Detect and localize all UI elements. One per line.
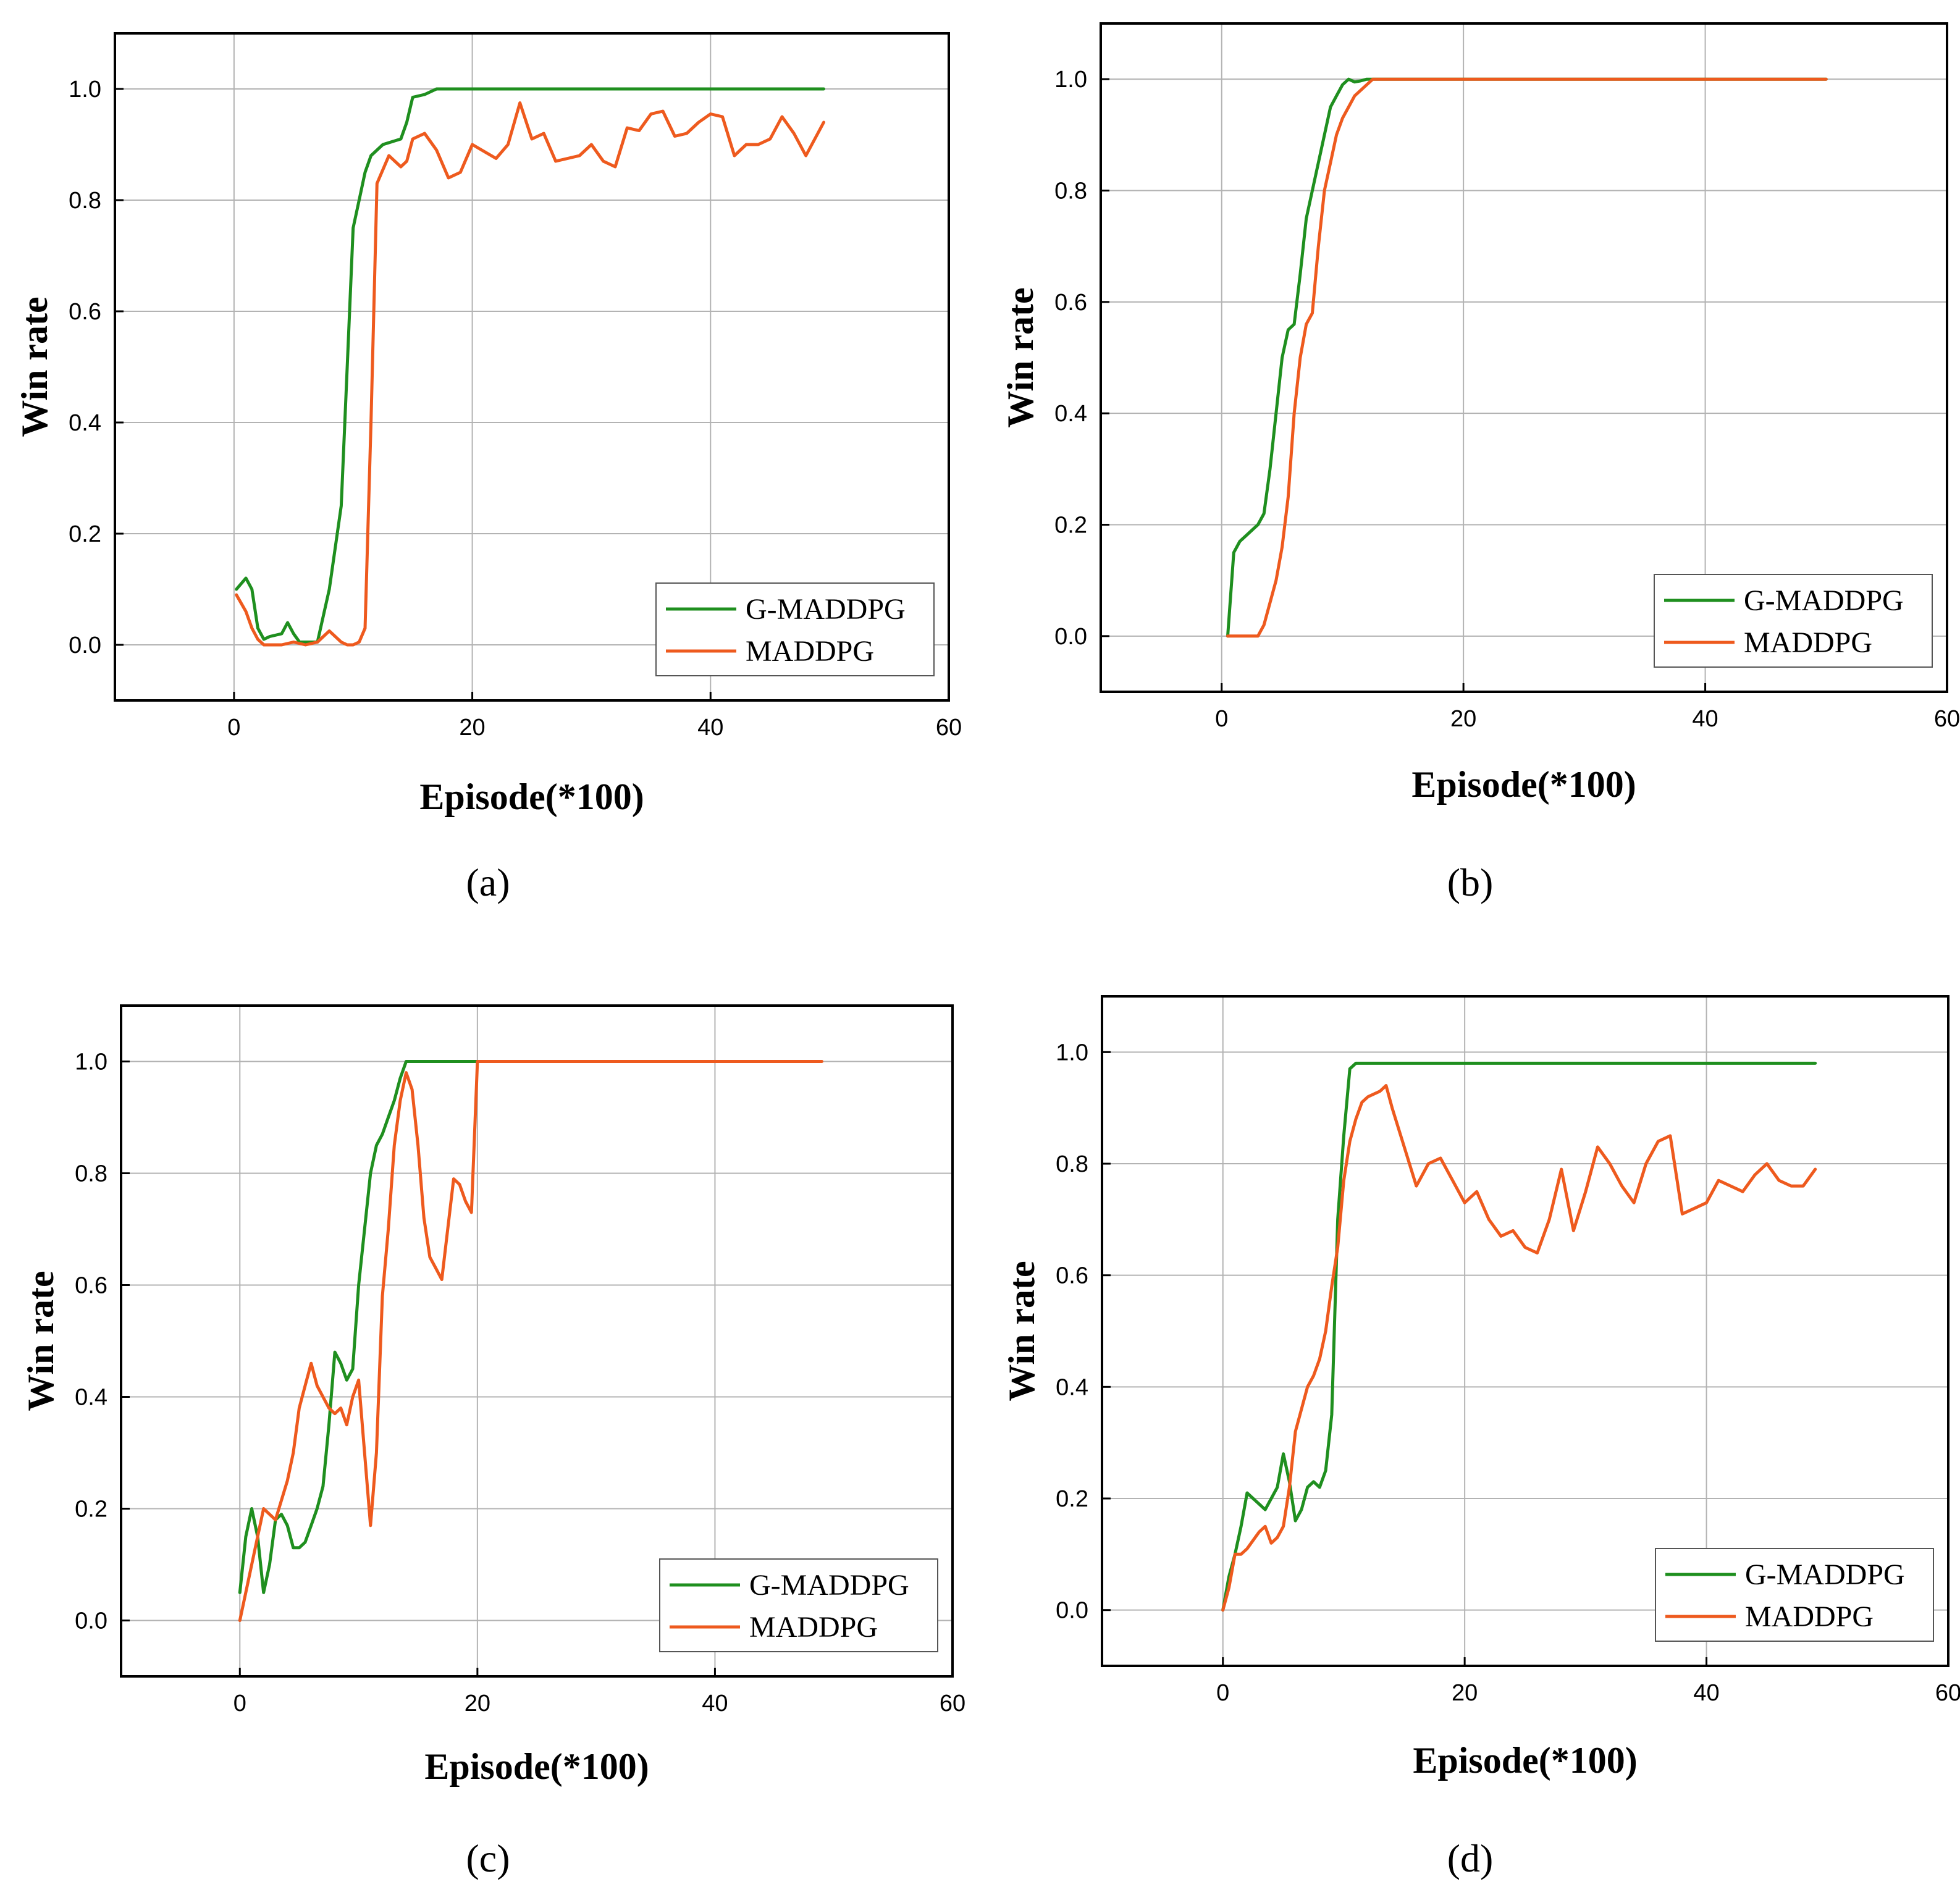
series-line-maddpg	[235, 101, 825, 647]
x-axis-title: Episode(*100)	[419, 776, 644, 817]
legend: G-MADDPG MADDPG	[655, 582, 935, 676]
y-tick-label: 1.0	[1056, 1040, 1088, 1065]
chart-panel-b: 0 20 40 60 0.0 0.2 0.4 0.6 0.8 1.0 Episode(*100) Wi…	[1000, 22, 1960, 904]
series-line-maddpg	[238, 1060, 823, 1622]
plot-frame	[114, 32, 950, 702]
legend-label-g-maddpg: G-MADDPG	[749, 1569, 909, 1602]
y-tick-label: 0.8	[75, 1161, 107, 1187]
legend-label-maddpg: MADDPG	[1745, 1600, 1874, 1633]
legend: G-MADDPG MADDPG	[1654, 574, 1933, 668]
y-tick-label: 0.6	[1056, 1263, 1088, 1289]
y-axis-title: Win rate	[20, 1271, 61, 1411]
chart-panel-a: 0 20 40 60 0.0 0.2 0.4 0.6 0.8 1.0 Episode(*100) Wi…	[14, 32, 962, 904]
legend-box	[1654, 574, 1933, 668]
legend-label-g-maddpg: G-MADDPG	[746, 593, 906, 626]
legend-box	[659, 1558, 938, 1652]
x-tick-label: 60	[936, 715, 962, 741]
x-tick-label: 0	[1216, 1680, 1229, 1706]
y-tick-label: 0.6	[69, 299, 101, 325]
x-tick-label: 40	[697, 715, 723, 741]
y-tick-label: 0.4	[1056, 1374, 1088, 1400]
legend: G-MADDPG MADDPG	[1655, 1548, 1934, 1642]
y-tick-label: 0.4	[1054, 401, 1087, 427]
y-tick-label: 0.8	[69, 188, 101, 214]
x-tick-label: 20	[465, 1691, 490, 1717]
x-tick-label: 20	[1450, 706, 1476, 732]
legend-label-maddpg: MADDPG	[749, 1611, 878, 1644]
y-axis-title: Win rate	[1000, 287, 1041, 427]
x-tick-label: 60	[1935, 1680, 1960, 1706]
y-axis-title: Win rate	[1001, 1261, 1042, 1401]
panel-caption: (b)	[1447, 860, 1494, 904]
y-tick-label: 0.6	[1054, 290, 1087, 316]
y-tick-label: 0.0	[69, 633, 101, 658]
plot-frame	[1100, 22, 1948, 693]
legend-box	[1655, 1548, 1934, 1642]
y-tick-label: 0.8	[1054, 179, 1087, 204]
x-axis-title: Episode(*100)	[1413, 1740, 1637, 1781]
y-tick-label: 0.2	[1054, 513, 1087, 539]
y-tick-label: 0.0	[1056, 1598, 1088, 1624]
x-tick-label: 40	[1692, 706, 1718, 732]
x-axis-title: Episode(*100)	[1411, 764, 1636, 805]
y-tick-label: 0.0	[1054, 624, 1087, 650]
y-tick-label: 0.0	[75, 1608, 107, 1634]
x-axis-title: Episode(*100)	[424, 1746, 649, 1787]
x-tick-label: 0	[1215, 706, 1228, 732]
y-tick-label: 0.4	[69, 410, 101, 436]
y-tick-label: 1.0	[75, 1049, 107, 1075]
plot-frame	[120, 1004, 954, 1678]
chart-panel-d: 0 20 40 60 0.0 0.2 0.4 0.6 0.8 1.0 Episode(*100) Wi…	[1001, 995, 1960, 1880]
legend: G-MADDPG MADDPG	[659, 1558, 938, 1652]
plot-frame	[1101, 995, 1949, 1667]
x-tick-label: 20	[459, 715, 485, 741]
legend-label-maddpg: MADDPG	[1744, 626, 1872, 659]
chart-panel-c: 0 20 40 60 0.0 0.2 0.4 0.6 0.8 1.0 Episode(*100) Wi…	[20, 1004, 965, 1880]
x-tick-label: 0	[233, 1691, 246, 1717]
series-line-maddpg	[1226, 77, 1828, 638]
x-tick-label: 0	[227, 715, 240, 741]
series-line-g-maddpg	[1226, 77, 1828, 638]
y-tick-label: 0.2	[1056, 1486, 1088, 1512]
series-line-maddpg	[1221, 1084, 1817, 1612]
panel-caption: (d)	[1447, 1836, 1494, 1880]
x-tick-label: 60	[940, 1691, 965, 1717]
x-tick-label: 60	[1934, 706, 1960, 732]
panel-caption: (c)	[466, 1836, 510, 1880]
series-line-g-maddpg	[235, 87, 825, 644]
panel-caption: (a)	[466, 860, 510, 904]
y-tick-label: 1.0	[69, 77, 101, 103]
legend-label-maddpg: MADDPG	[746, 635, 874, 668]
y-tick-label: 0.8	[1056, 1151, 1088, 1177]
x-tick-label: 40	[702, 1691, 728, 1717]
legend-label-g-maddpg: G-MADDPG	[1744, 584, 1904, 617]
y-tick-label: 0.2	[69, 521, 101, 547]
x-tick-label: 20	[1452, 1680, 1478, 1706]
y-tick-label: 0.6	[75, 1273, 107, 1299]
legend-box	[655, 582, 935, 676]
y-tick-label: 0.2	[75, 1497, 107, 1523]
y-axis-title: Win rate	[14, 296, 55, 437]
series-line-g-maddpg	[1221, 1061, 1817, 1612]
x-tick-label: 40	[1693, 1680, 1719, 1706]
series-line-g-maddpg	[238, 1060, 539, 1594]
legend-label-g-maddpg: G-MADDPG	[1745, 1558, 1905, 1591]
y-tick-label: 1.0	[1054, 67, 1087, 93]
y-tick-label: 0.4	[75, 1385, 107, 1411]
